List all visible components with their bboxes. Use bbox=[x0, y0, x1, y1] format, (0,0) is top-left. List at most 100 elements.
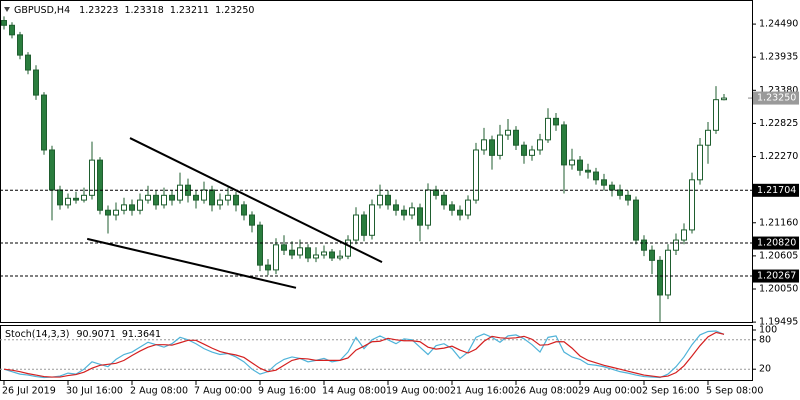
candle-body bbox=[665, 249, 671, 296]
candle-body bbox=[625, 194, 631, 201]
candle-body bbox=[113, 209, 119, 216]
candle-body bbox=[273, 244, 279, 271]
candle-body bbox=[641, 239, 647, 251]
candle-body bbox=[321, 251, 327, 256]
y-tick-label: 1.23935 bbox=[759, 52, 798, 63]
candle-body bbox=[297, 247, 303, 256]
close-label: 1.23250 bbox=[215, 5, 254, 16]
candle-body bbox=[393, 204, 399, 211]
candle-body bbox=[553, 117, 559, 126]
symbol-icon bbox=[4, 7, 10, 12]
candle-body bbox=[329, 251, 335, 259]
candle-body bbox=[281, 244, 287, 251]
candle-body bbox=[457, 209, 463, 216]
candle-body bbox=[217, 199, 223, 206]
candle-body bbox=[65, 197, 71, 206]
price-pane-border bbox=[0, 0, 753, 323]
indicator-line bbox=[3, 331, 725, 378]
candle-body bbox=[465, 199, 471, 216]
indicator-tick-label: 80 bbox=[759, 334, 771, 345]
candle-body bbox=[713, 99, 719, 131]
symbol: GBPUSD,H4 bbox=[14, 5, 70, 16]
candle-body bbox=[513, 129, 519, 146]
x-tick-label: 26 Aug 08:00 bbox=[514, 386, 578, 397]
candle-body bbox=[49, 149, 55, 191]
candle-body bbox=[377, 194, 383, 206]
x-tick-label: 5 Sep 08:00 bbox=[706, 386, 763, 397]
indicator-title: Stoch(14,3,3) bbox=[5, 329, 69, 340]
candle-body bbox=[561, 124, 567, 166]
candle-body bbox=[265, 264, 271, 271]
candle-body bbox=[449, 204, 455, 211]
y-tick-label: 1.24490 bbox=[759, 19, 798, 30]
candle-body bbox=[169, 194, 175, 201]
candle-body bbox=[649, 249, 655, 261]
y-tick-label: 1.20050 bbox=[759, 283, 798, 294]
signal-value: 91.3641 bbox=[122, 329, 161, 340]
y-tick-label: 1.19495 bbox=[759, 317, 798, 328]
candle-body bbox=[545, 117, 551, 141]
candle-body bbox=[1, 20, 7, 26]
x-tick-label: 2 Aug 08:00 bbox=[130, 386, 188, 397]
candle-body bbox=[537, 139, 543, 151]
level-box bbox=[753, 236, 799, 250]
x-tick-label: 7 Aug 00:00 bbox=[194, 386, 252, 397]
y-tick-label: 1.22825 bbox=[759, 118, 798, 129]
indicator-pane-border bbox=[0, 325, 753, 381]
candle-body bbox=[505, 129, 511, 136]
candle-body bbox=[257, 224, 263, 266]
indicator-tick-label: 20 bbox=[759, 364, 771, 375]
current-price-label: 1.23250 bbox=[757, 93, 796, 104]
candle-body bbox=[33, 69, 39, 96]
y-tick-label: 1.21160 bbox=[759, 217, 798, 228]
x-tick-label: 2 Sep 16:00 bbox=[642, 386, 699, 397]
candle-body bbox=[497, 134, 503, 156]
indicator-header: Stoch(14,3,3) 90.9071 91.3641 bbox=[5, 329, 161, 340]
candle-body bbox=[489, 139, 495, 156]
candle-body bbox=[105, 209, 111, 216]
candle-body bbox=[593, 171, 599, 181]
candle-body bbox=[345, 239, 351, 257]
candle-body bbox=[177, 184, 183, 201]
candle-body bbox=[25, 54, 31, 71]
x-tick-label: 9 Aug 16:00 bbox=[258, 386, 316, 397]
candle-body bbox=[97, 159, 103, 211]
indicator-tick-label: 100 bbox=[759, 325, 777, 336]
level-box bbox=[753, 269, 799, 283]
candle-body bbox=[529, 149, 535, 156]
chart-header: GBPUSD,H4 1.23223 1.23318 1.23211 1.2325… bbox=[14, 5, 254, 16]
candle-body bbox=[153, 194, 159, 206]
candle-body bbox=[353, 214, 359, 241]
candle-body bbox=[633, 199, 639, 241]
level-box bbox=[753, 183, 799, 197]
main-value: 90.9071 bbox=[76, 329, 115, 340]
candle-body bbox=[233, 194, 239, 206]
candle-body bbox=[145, 194, 151, 201]
trendline bbox=[86, 237, 297, 289]
candle-body bbox=[337, 255, 343, 259]
price-pane bbox=[1, 16, 727, 322]
candle-body bbox=[209, 189, 215, 206]
candle-body bbox=[681, 229, 687, 241]
high-label: 1.23318 bbox=[124, 5, 163, 16]
candle-body bbox=[201, 189, 207, 201]
candle-body bbox=[137, 199, 143, 211]
candle-body bbox=[577, 159, 583, 171]
indicator-line bbox=[3, 330, 725, 379]
x-tick-label: 14 Aug 08:00 bbox=[322, 386, 386, 397]
candle-body bbox=[129, 204, 135, 211]
candle-body bbox=[369, 204, 375, 236]
candle-body bbox=[305, 247, 311, 259]
candle-body bbox=[441, 194, 447, 206]
candle-body bbox=[225, 194, 231, 201]
candle-body bbox=[569, 159, 575, 166]
level-label: 1.21704 bbox=[757, 185, 796, 196]
candle-body bbox=[9, 24, 15, 36]
candle-body bbox=[585, 169, 591, 173]
candle-body bbox=[609, 184, 615, 191]
candle-body bbox=[697, 144, 703, 181]
candle-body bbox=[385, 194, 391, 206]
candle-body bbox=[673, 239, 679, 251]
candle-body bbox=[17, 34, 23, 56]
candle-body bbox=[657, 259, 663, 296]
